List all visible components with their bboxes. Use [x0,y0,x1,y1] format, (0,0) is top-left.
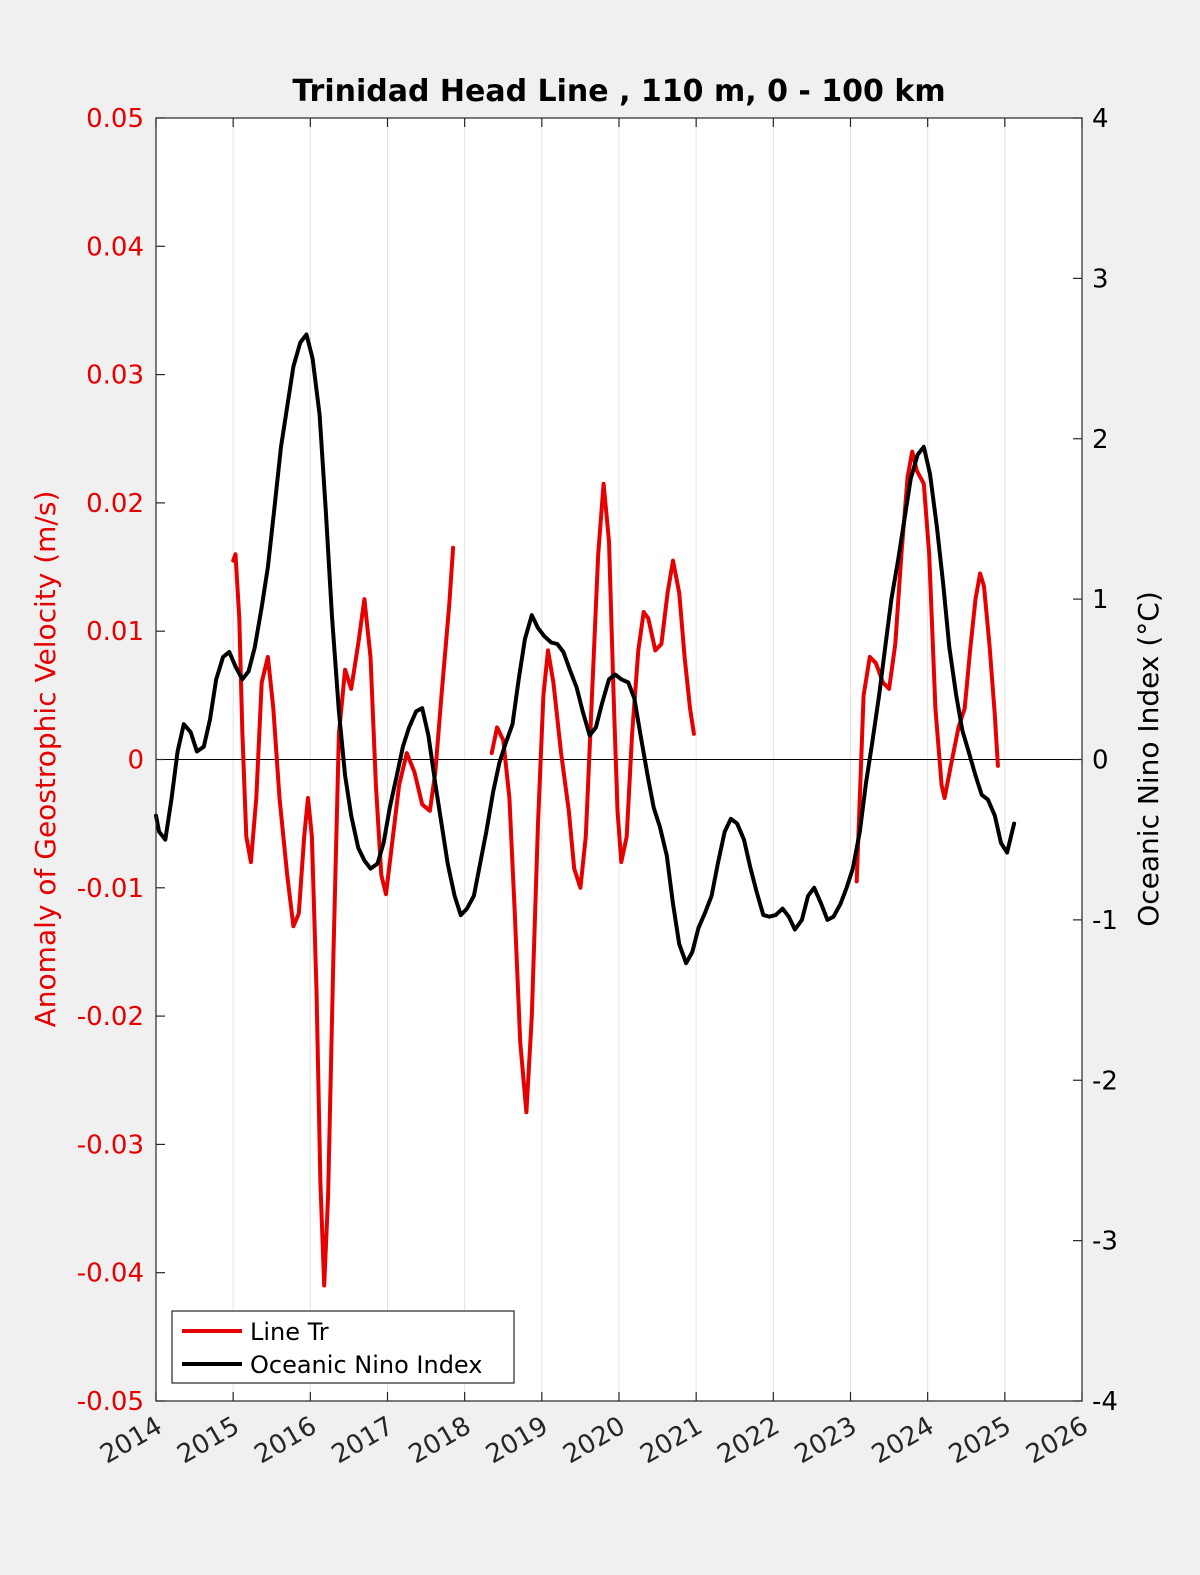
y-right-tick-label: -2 [1092,1066,1118,1096]
x-tick-label: 2014 [95,1411,167,1470]
y-right-tick-label: 2 [1092,425,1109,455]
x-tick-label: 2024 [867,1411,939,1470]
y-right-tick-label: -3 [1092,1227,1118,1257]
y-left-tick-label: 0 [127,746,144,776]
chart-title: Trinidad Head Line , 110 m, 0 - 100 km [292,74,945,109]
y-left-tick-label: -0.04 [77,1259,144,1289]
series-layer [154,332,1017,1288]
x-tick-label: 2020 [558,1411,630,1470]
y-left-tick-label: 0.05 [86,104,144,134]
y-left-tick-label: 0.02 [86,489,144,519]
y-left-tick-label: -0.05 [77,1387,144,1417]
y-left-tick-label: -0.03 [77,1130,144,1160]
y-right-tick-label: 1 [1092,585,1109,615]
series-line-line-tr-segment-2 [854,449,1000,884]
right-y-axis: 4 3 2 1 0 -1 -2 -3 -4 [1073,104,1118,1417]
y-right-tick-label: 3 [1092,264,1109,294]
legend-box [171,1310,515,1384]
series-line-line-tr-segment-1 [489,481,696,1115]
y-left-tick-label: -0.02 [77,1002,144,1032]
y-right-tick-label: -4 [1092,1387,1118,1417]
x-tick-label: 2022 [713,1411,785,1470]
y-right-tick-label: 0 [1092,746,1109,776]
y-left-tick-label: 0.03 [86,361,144,391]
legend[interactable]: Line Tr Oceanic Nino Index [171,1310,515,1384]
x-tick-label: 2025 [944,1411,1016,1470]
x-tick-label: 2026 [1021,1411,1093,1470]
x-tick-label: 2016 [250,1411,322,1470]
left-y-axis: 0.05 0.04 0.03 0.02 0.01 0 -0.01 -0.02 -0.03 -0.0… [77,104,165,1417]
legend-label-line-tr: Line Tr [250,1318,329,1346]
x-tick-label: 2019 [481,1411,553,1470]
x-tick-label: 2018 [404,1411,476,1470]
y-left-tick-label: -0.01 [77,874,144,904]
left-y-axis-label: Anomaly of Geostrophic Velocity (m/s) [29,491,62,1028]
series-line-oni-segment-0 [154,332,1017,966]
y-left-tick-label: 0.01 [86,617,144,647]
y-left-tick-label: 0.04 [86,232,144,262]
y-right-tick-label: -1 [1092,906,1118,936]
x-tick-label: 2015 [172,1411,244,1470]
x-tick-label: 2023 [790,1411,862,1470]
right-y-axis-label: Oceanic Nino Index (°C) [1132,591,1165,927]
legend-label-oni: Oceanic Nino Index [250,1351,482,1379]
x-tick-label: 2017 [327,1411,399,1470]
y-right-tick-label: 4 [1092,104,1109,134]
x-tick-label: 2021 [635,1411,707,1470]
series-line-line-tr-segment-0 [231,545,456,1288]
